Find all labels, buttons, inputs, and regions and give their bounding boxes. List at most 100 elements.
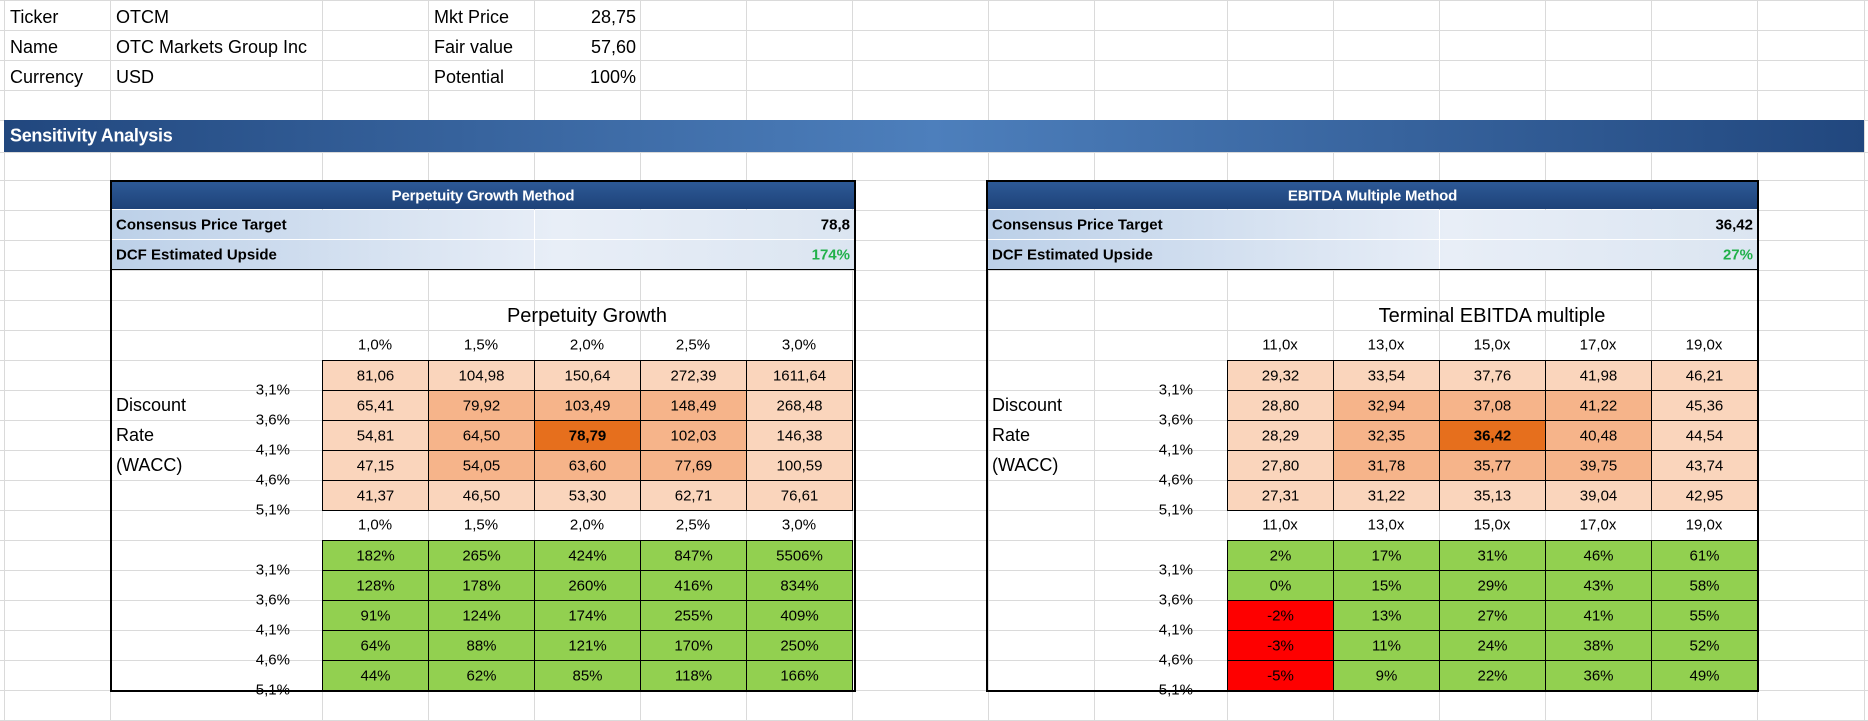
- upside-value-cell[interactable]: 118%: [640, 660, 747, 691]
- dcf-upside-value[interactable]: 27%: [1722, 246, 1753, 264]
- sensitivity-value-cell[interactable]: 29,32: [1227, 360, 1334, 391]
- sensitivity-value-cell[interactable]: 41,22: [1545, 390, 1652, 421]
- sensitivity-value-cell[interactable]: 78,79: [534, 420, 641, 451]
- upside-value-cell[interactable]: 166%: [746, 660, 853, 691]
- sensitivity-value-cell[interactable]: 150,64: [534, 360, 641, 391]
- sensitivity-value-cell[interactable]: 100,59: [746, 450, 853, 481]
- consensus-price-value[interactable]: 36,42: [1715, 216, 1753, 234]
- sensitivity-value-cell[interactable]: 43,74: [1651, 450, 1758, 481]
- upside-value-cell[interactable]: 36%: [1545, 660, 1652, 691]
- sensitivity-value-cell[interactable]: 27,31: [1227, 480, 1334, 511]
- sensitivity-value-cell[interactable]: 36,42: [1439, 420, 1546, 451]
- potential-value[interactable]: 100%: [589, 67, 636, 87]
- upside-value-cell[interactable]: 265%: [428, 540, 535, 571]
- upside-value-cell[interactable]: 15%: [1333, 570, 1440, 601]
- currency-value[interactable]: USD: [116, 67, 155, 87]
- sensitivity-value-cell[interactable]: 148,49: [640, 390, 747, 421]
- sensitivity-value-cell[interactable]: 62,71: [640, 480, 747, 511]
- upside-value-cell[interactable]: -5%: [1227, 660, 1334, 691]
- upside-value-cell[interactable]: 416%: [640, 570, 747, 601]
- upside-value-cell[interactable]: 13%: [1333, 600, 1440, 631]
- upside-value-cell[interactable]: 58%: [1651, 570, 1758, 601]
- upside-value-cell[interactable]: 38%: [1545, 630, 1652, 661]
- sensitivity-value-cell[interactable]: 54,81: [322, 420, 429, 451]
- upside-value-cell[interactable]: 170%: [640, 630, 747, 661]
- sensitivity-value-cell[interactable]: 1611,64: [746, 360, 853, 391]
- sensitivity-value-cell[interactable]: 64,50: [428, 420, 535, 451]
- upside-value-cell[interactable]: 255%: [640, 600, 747, 631]
- upside-value-cell[interactable]: 27%: [1439, 600, 1546, 631]
- sensitivity-value-cell[interactable]: 54,05: [428, 450, 535, 481]
- sensitivity-value-cell[interactable]: 41,37: [322, 480, 429, 511]
- sensitivity-value-cell[interactable]: 35,77: [1439, 450, 1546, 481]
- sensitivity-value-cell[interactable]: 39,04: [1545, 480, 1652, 511]
- upside-value-cell[interactable]: 847%: [640, 540, 747, 571]
- dcf-upside-value[interactable]: 174%: [811, 246, 850, 264]
- sensitivity-value-cell[interactable]: 27,80: [1227, 450, 1334, 481]
- sensitivity-value-cell[interactable]: 76,61: [746, 480, 853, 511]
- upside-value-cell[interactable]: 24%: [1439, 630, 1546, 661]
- upside-value-cell[interactable]: 61%: [1651, 540, 1758, 571]
- upside-value-cell[interactable]: 41%: [1545, 600, 1652, 631]
- sensitivity-value-cell[interactable]: 53,30: [534, 480, 641, 511]
- sensitivity-value-cell[interactable]: 44,54: [1651, 420, 1758, 451]
- sensitivity-value-cell[interactable]: 39,75: [1545, 450, 1652, 481]
- sensitivity-value-cell[interactable]: 41,98: [1545, 360, 1652, 391]
- sensitivity-value-cell[interactable]: 79,92: [428, 390, 535, 421]
- upside-value-cell[interactable]: 91%: [322, 600, 429, 631]
- sensitivity-value-cell[interactable]: 65,41: [322, 390, 429, 421]
- upside-value-cell[interactable]: 52%: [1651, 630, 1758, 661]
- sensitivity-value-cell[interactable]: 45,36: [1651, 390, 1758, 421]
- sensitivity-value-cell[interactable]: 37,08: [1439, 390, 1546, 421]
- upside-value-cell[interactable]: 409%: [746, 600, 853, 631]
- ticker-value[interactable]: OTCM: [116, 7, 169, 27]
- sensitivity-value-cell[interactable]: 28,80: [1227, 390, 1334, 421]
- consensus-price-value[interactable]: 78,8: [820, 216, 850, 234]
- upside-value-cell[interactable]: 85%: [534, 660, 641, 691]
- upside-value-cell[interactable]: 121%: [534, 630, 641, 661]
- sensitivity-value-cell[interactable]: 35,13: [1439, 480, 1546, 511]
- sensitivity-value-cell[interactable]: 37,76: [1439, 360, 1546, 391]
- sensitivity-value-cell[interactable]: 63,60: [534, 450, 641, 481]
- upside-value-cell[interactable]: 88%: [428, 630, 535, 661]
- upside-value-cell[interactable]: 2%: [1227, 540, 1334, 571]
- upside-value-cell[interactable]: 29%: [1439, 570, 1546, 601]
- upside-value-cell[interactable]: 44%: [322, 660, 429, 691]
- upside-value-cell[interactable]: 64%: [322, 630, 429, 661]
- upside-value-cell[interactable]: 31%: [1439, 540, 1546, 571]
- upside-value-cell[interactable]: 834%: [746, 570, 853, 601]
- sensitivity-value-cell[interactable]: 104,98: [428, 360, 535, 391]
- upside-value-cell[interactable]: 46%: [1545, 540, 1652, 571]
- upside-value-cell[interactable]: 0%: [1227, 570, 1334, 601]
- upside-value-cell[interactable]: -2%: [1227, 600, 1334, 631]
- upside-value-cell[interactable]: -3%: [1227, 630, 1334, 661]
- sensitivity-value-cell[interactable]: 46,50: [428, 480, 535, 511]
- sensitivity-value-cell[interactable]: 81,06: [322, 360, 429, 391]
- sensitivity-value-cell[interactable]: 40,48: [1545, 420, 1652, 451]
- sensitivity-value-cell[interactable]: 102,03: [640, 420, 747, 451]
- upside-value-cell[interactable]: 43%: [1545, 570, 1652, 601]
- sensitivity-value-cell[interactable]: 32,35: [1333, 420, 1440, 451]
- sensitivity-value-cell[interactable]: 46,21: [1651, 360, 1758, 391]
- sensitivity-value-cell[interactable]: 272,39: [640, 360, 747, 391]
- upside-value-cell[interactable]: 424%: [534, 540, 641, 571]
- upside-value-cell[interactable]: 11%: [1333, 630, 1440, 661]
- upside-value-cell[interactable]: 49%: [1651, 660, 1758, 691]
- sensitivity-value-cell[interactable]: 47,15: [322, 450, 429, 481]
- name-value[interactable]: OTC Markets Group Inc: [116, 37, 308, 57]
- upside-value-cell[interactable]: 128%: [322, 570, 429, 601]
- sensitivity-value-cell[interactable]: 146,38: [746, 420, 853, 451]
- upside-value-cell[interactable]: 182%: [322, 540, 429, 571]
- sensitivity-value-cell[interactable]: 268,48: [746, 390, 853, 421]
- mkt-price-value[interactable]: 28,75: [590, 7, 636, 27]
- fair-value-value[interactable]: 57,60: [590, 37, 636, 57]
- sensitivity-value-cell[interactable]: 32,94: [1333, 390, 1440, 421]
- sensitivity-value-cell[interactable]: 103,49: [534, 390, 641, 421]
- upside-value-cell[interactable]: 260%: [534, 570, 641, 601]
- upside-value-cell[interactable]: 22%: [1439, 660, 1546, 691]
- sensitivity-value-cell[interactable]: 31,78: [1333, 450, 1440, 481]
- sensitivity-value-cell[interactable]: 33,54: [1333, 360, 1440, 391]
- upside-value-cell[interactable]: 250%: [746, 630, 853, 661]
- upside-value-cell[interactable]: 55%: [1651, 600, 1758, 631]
- sensitivity-value-cell[interactable]: 31,22: [1333, 480, 1440, 511]
